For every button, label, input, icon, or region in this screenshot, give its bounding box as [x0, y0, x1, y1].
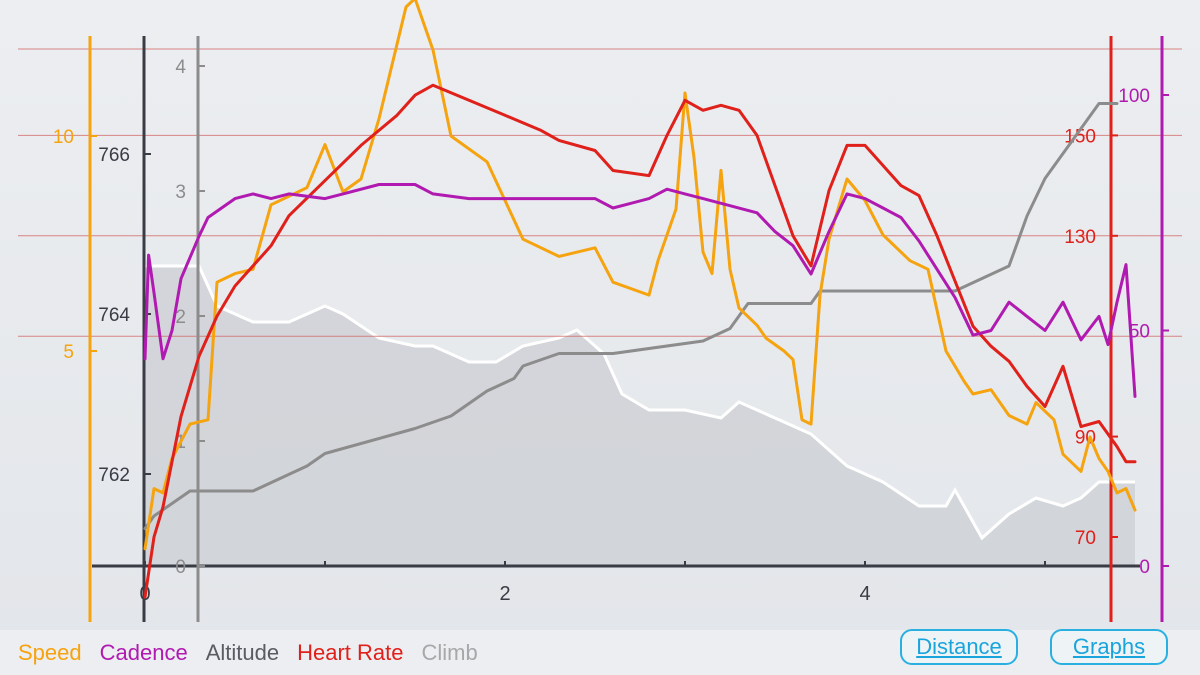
x-tick-label: 2 [499, 583, 510, 605]
cadence-line [143, 183, 1137, 398]
climb-tick-label: 3 [175, 182, 186, 203]
x-tick-label: 4 [859, 583, 870, 605]
altitude-tick-label: 764 [98, 305, 130, 326]
altitude-outline [145, 264, 1135, 541]
climb-tick-label: 4 [175, 57, 186, 78]
speed-tick-label: 5 [63, 342, 74, 363]
speed-line [143, 0, 1137, 551]
chart-legend: Speed Cadence Altitude Heart Rate Climb [18, 640, 478, 666]
heart_rate-tick-label: 90 [1075, 428, 1096, 449]
cadence-tick-label: 100 [1118, 86, 1150, 107]
heart_rate-tick-label: 70 [1075, 528, 1096, 549]
distance-button[interactable]: Distance [900, 629, 1018, 665]
cadence-tick-label: 0 [1139, 557, 1150, 578]
legend-item-speed[interactable]: Speed [18, 640, 82, 665]
climb-line [143, 102, 1119, 530]
speed-tick-label: 10 [53, 127, 74, 148]
legend-item-heart-rate[interactable]: Heart Rate [297, 640, 404, 665]
legend-item-altitude[interactable]: Altitude [205, 640, 280, 665]
graphs-button[interactable]: Graphs [1050, 629, 1168, 665]
climb-tick-label: 0 [175, 557, 186, 578]
heart-rate-line [143, 83, 1137, 599]
altitude-tick-label: 766 [98, 145, 130, 166]
heart_rate-tick-label: 130 [1064, 227, 1096, 248]
climb-tick-label: 2 [175, 307, 186, 328]
cadence-tick-label: 50 [1129, 322, 1150, 343]
altitude-tick-label: 762 [98, 465, 130, 486]
legend-item-climb[interactable]: Climb [421, 640, 478, 665]
legend-item-cadence[interactable]: Cadence [99, 640, 188, 665]
